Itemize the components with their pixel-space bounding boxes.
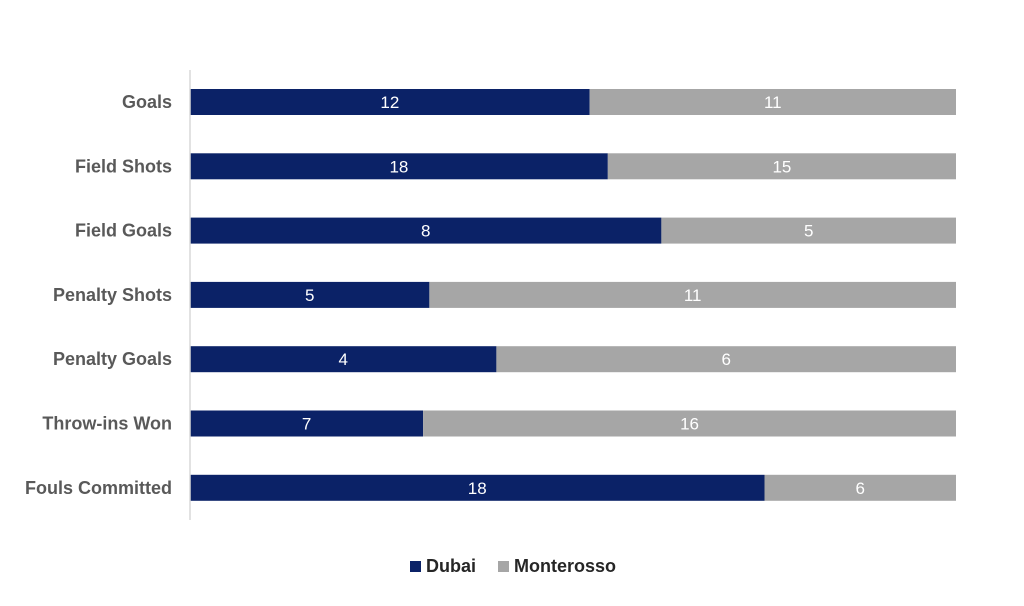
bar-monterosso [661, 217, 956, 244]
category-label: Field Goals [75, 221, 172, 241]
data-label: 5 [804, 222, 813, 241]
category-label: Goals [122, 92, 172, 112]
bar-monterosso [607, 153, 956, 180]
data-label: 6 [721, 350, 730, 369]
data-label: 11 [684, 286, 702, 305]
data-label: 15 [772, 157, 791, 176]
bar-monterosso [764, 474, 956, 501]
data-label: 5 [305, 286, 314, 305]
bar-dubai [190, 153, 608, 180]
category-labels: Goals Field Shots Field Goals Penalty Shots… [25, 92, 172, 498]
data-label: 18 [468, 479, 487, 498]
data-label: 6 [856, 479, 865, 498]
bar-dubai [190, 281, 430, 308]
bar-monterosso [496, 346, 956, 373]
bar-dubai [190, 89, 590, 115]
bar-monterosso [429, 281, 956, 308]
legend-label-monterosso: Monterosso [514, 556, 616, 576]
data-label: 7 [302, 415, 311, 434]
legend-label-dubai: Dubai [426, 556, 476, 576]
data-label: 4 [338, 350, 347, 369]
data-label: 8 [421, 222, 430, 241]
data-label: 16 [680, 415, 699, 434]
legend-swatch-dubai [410, 561, 421, 572]
data-label: 12 [380, 93, 399, 112]
bars-group: 12 11 18 15 8 5 5 11 4 6 7 16 18 6 [190, 89, 956, 501]
category-label: Throw-ins Won [42, 414, 172, 434]
category-label: Field Shots [75, 156, 172, 176]
bar-dubai [190, 474, 765, 501]
category-label: Penalty Shots [53, 285, 172, 305]
bar-dubai [190, 346, 497, 373]
bar-dubai [190, 217, 662, 244]
bar-monterosso [589, 89, 956, 115]
category-label: Fouls Committed [25, 478, 172, 498]
legend-swatch-monterosso [498, 561, 509, 572]
bar-dubai [190, 410, 424, 437]
category-label: Penalty Goals [53, 349, 172, 369]
data-label: 18 [389, 157, 408, 176]
bar-monterosso [423, 410, 956, 437]
legend: Dubai Monterosso [410, 556, 616, 576]
data-label: 11 [764, 93, 782, 112]
